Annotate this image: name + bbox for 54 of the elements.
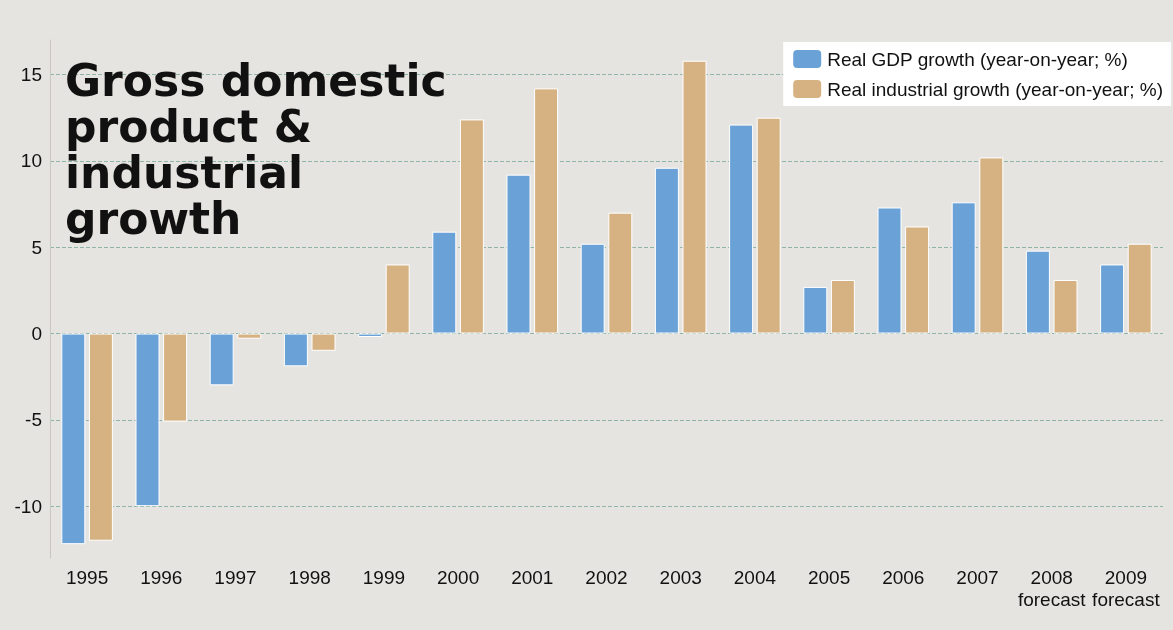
bar: [506, 174, 531, 334]
x-tick-label: 2007: [956, 566, 999, 588]
y-tick-label: 10: [20, 150, 42, 172]
y-tick-label: 15: [20, 64, 42, 86]
x-tick-label: 2001: [511, 566, 554, 588]
bar: [830, 280, 855, 334]
bar: [1025, 250, 1050, 334]
bar: [803, 286, 828, 334]
bar: [1053, 280, 1078, 334]
bar: [311, 333, 336, 351]
bar: [979, 157, 1004, 334]
bar: [237, 333, 262, 339]
bar: [1127, 243, 1152, 334]
x-tick-label: 1997: [214, 566, 257, 588]
bar: [459, 119, 484, 334]
y-tick-label: 0: [31, 323, 42, 345]
bar: [756, 117, 781, 334]
bar: [534, 88, 559, 334]
bar: [905, 226, 930, 334]
bar: [951, 202, 976, 334]
bar: [1100, 264, 1125, 334]
bar: [432, 231, 457, 334]
bar: [877, 207, 902, 334]
bar: [88, 333, 113, 541]
x-tick-label: 2009 forecast: [1092, 566, 1161, 610]
text: Gross domestic product & industrial growth: [65, 54, 447, 244]
legend-label: Real GDP growth (year-on-year; %): [827, 48, 1128, 70]
bar: [283, 333, 308, 367]
bar: [729, 124, 754, 334]
x-tick-label: 2004: [733, 566, 777, 588]
x-tick-label: 2000: [436, 566, 480, 588]
x-tick-label: 2005: [807, 566, 851, 588]
x-tick-label: 2008 forecast: [1017, 566, 1087, 610]
y-tick-label: -10: [14, 495, 42, 517]
bar: [358, 333, 383, 337]
bar: [682, 60, 707, 334]
bar: [61, 333, 86, 545]
x-tick-label: 2003: [659, 566, 702, 588]
bar: [209, 333, 234, 386]
y-tick-label: -5: [25, 409, 42, 431]
bar: [580, 243, 605, 334]
bar: [135, 333, 160, 507]
x-tick-label: 2006: [882, 566, 925, 588]
bar: [608, 212, 633, 334]
x-tick-label: 1995: [65, 566, 109, 588]
x-tick-label: 1998: [288, 566, 331, 588]
x-tick-label: 1996: [140, 566, 183, 588]
bar: [654, 167, 679, 334]
y-tick-label: 5: [31, 236, 42, 258]
x-tick-label: 1999: [362, 566, 406, 588]
bar: [385, 264, 410, 334]
bar: [163, 333, 188, 422]
x-tick-label: 2002: [585, 566, 628, 588]
legend-label: Real industrial growth (year-on-year; %): [827, 78, 1163, 100]
